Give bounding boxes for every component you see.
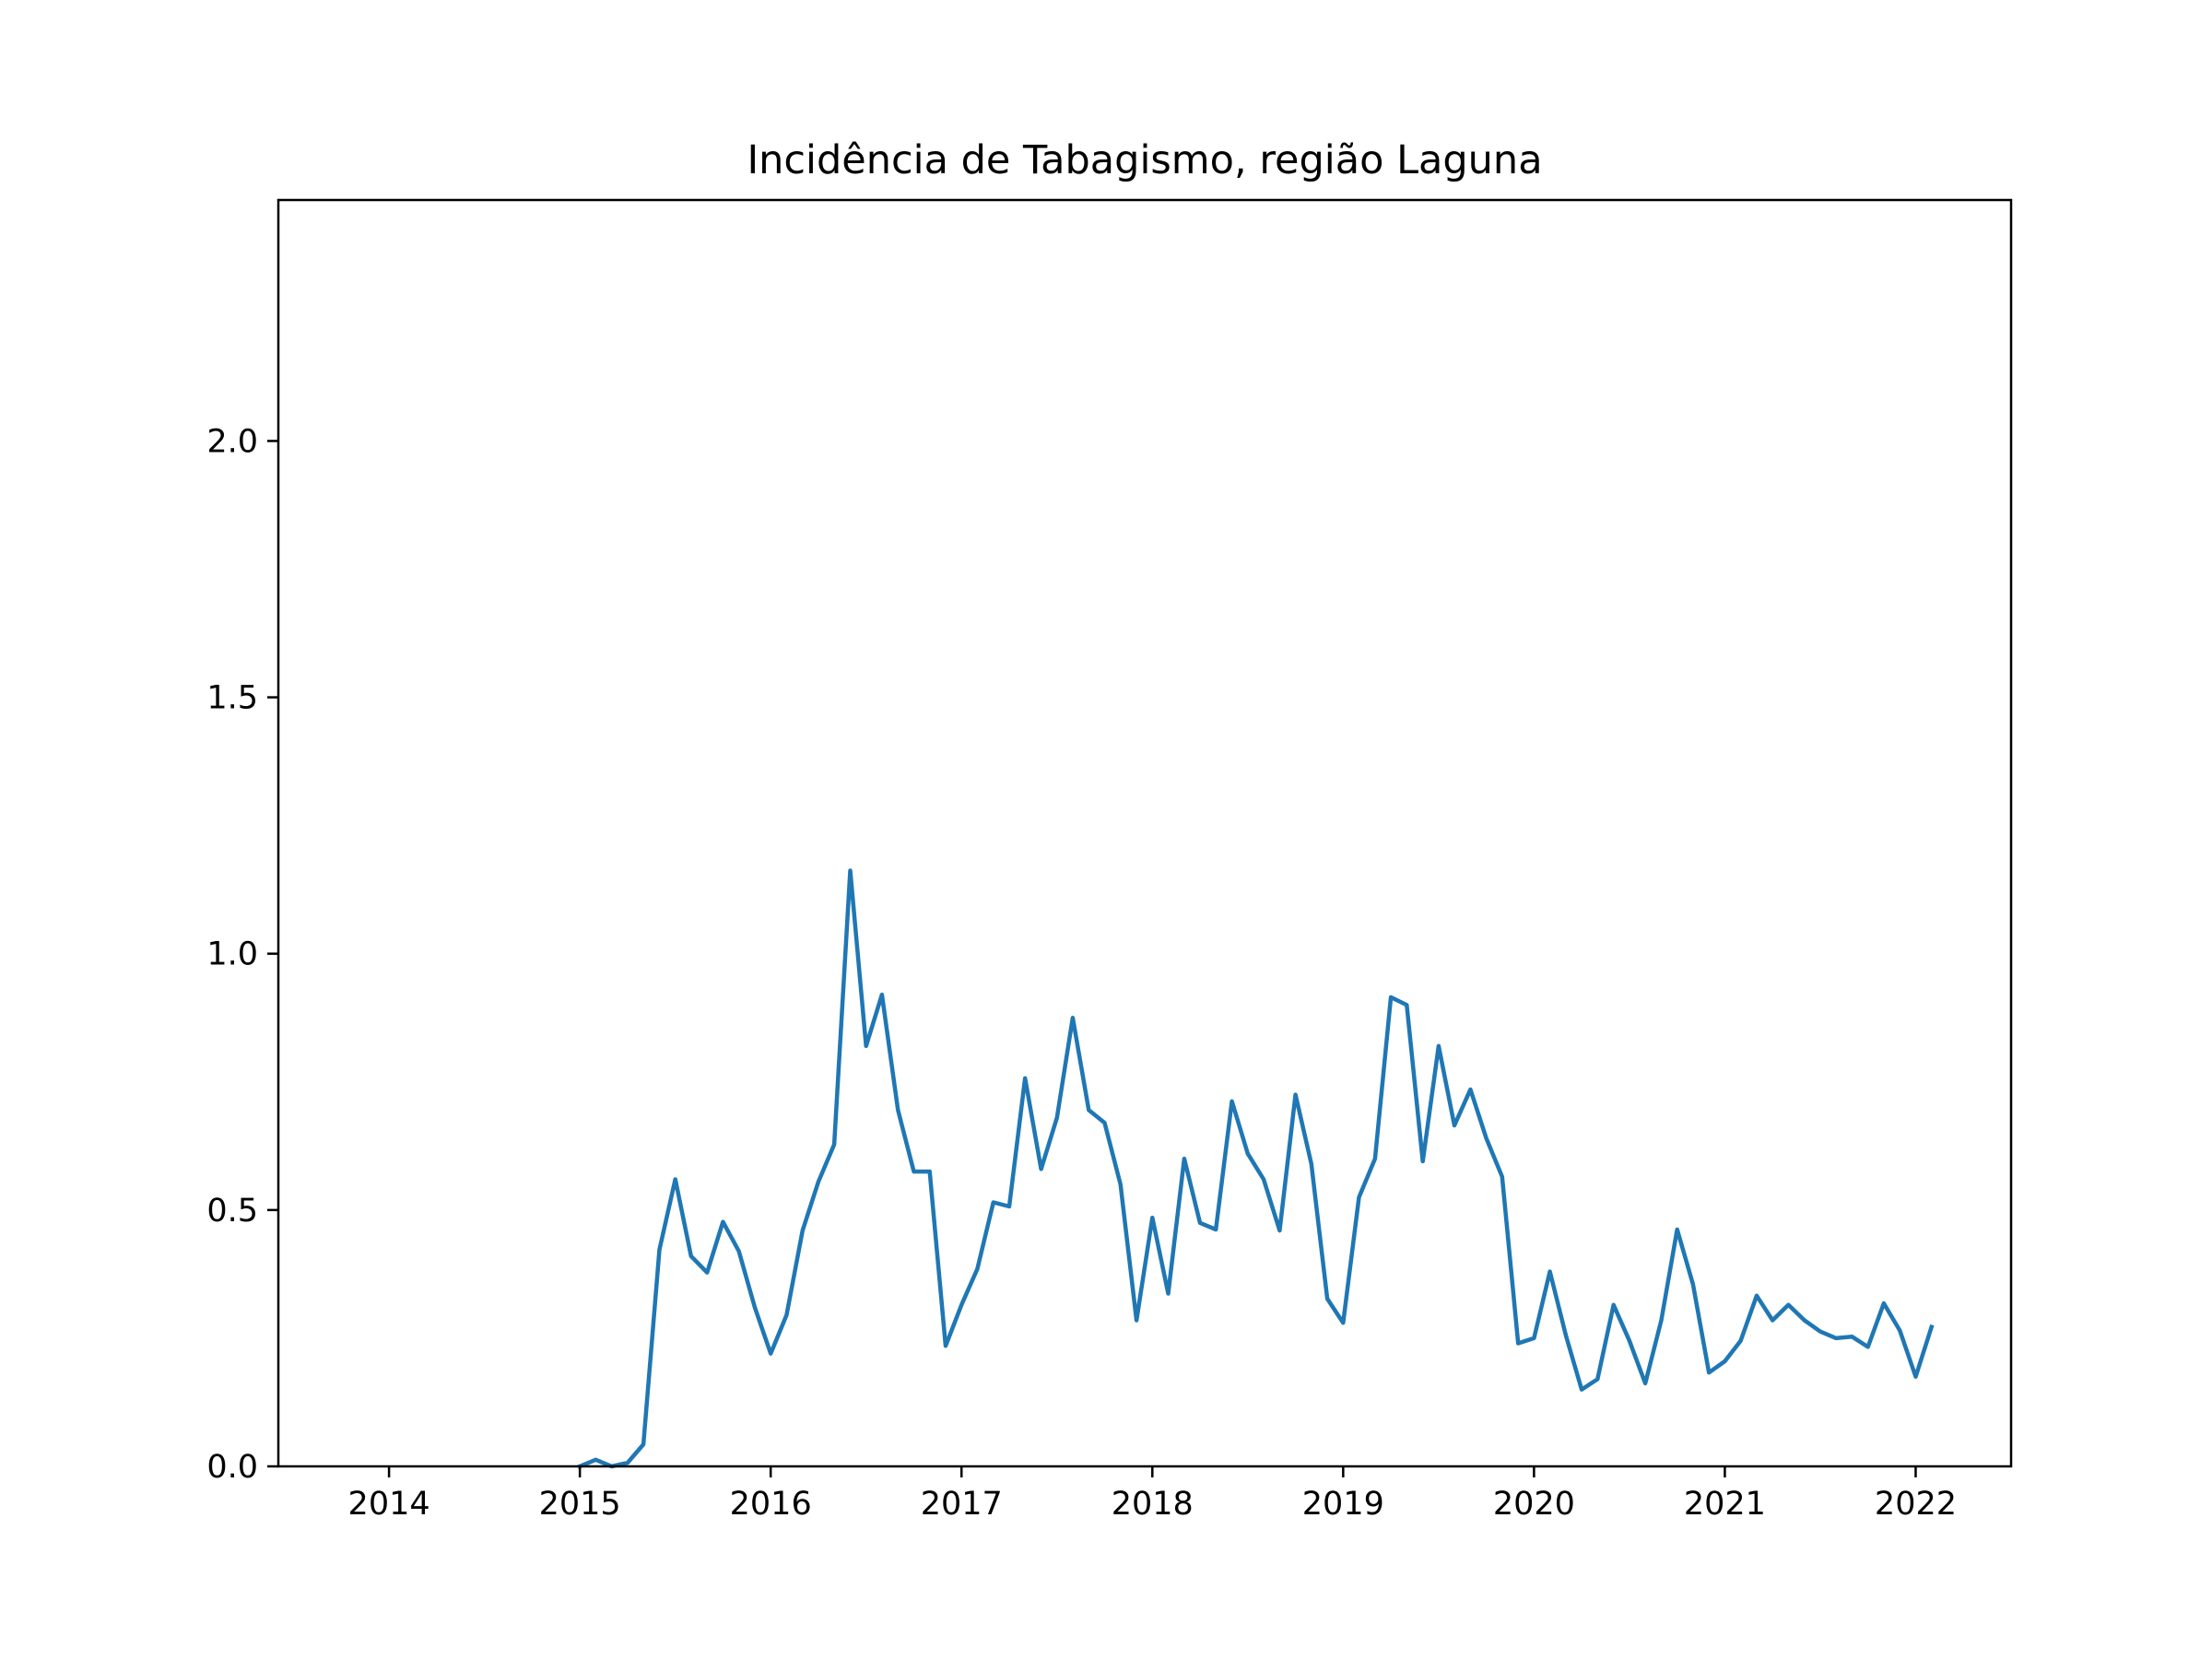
x-tick-label: 2020 (1493, 1486, 1575, 1523)
y-tick-label: 0.5 (206, 1193, 258, 1230)
x-tick-label: 2022 (1875, 1486, 1957, 1523)
y-tick-label: 1.5 (206, 680, 258, 717)
x-tick-label: 2021 (1684, 1486, 1766, 1523)
plot-area (577, 868, 1935, 1469)
x-axis: 2014 2015 2016 2017 2018 2019 2020 2021 2022 (348, 1466, 1957, 1523)
y-tick-label: 2.0 (206, 423, 258, 460)
y-tick-label: 1.0 (206, 936, 258, 973)
y-axis: 0.0 0.5 1.0 1.5 2.0 (206, 423, 278, 1486)
axes-frame (276, 198, 2013, 1468)
x-tick-label: 2019 (1302, 1486, 1384, 1523)
x-tick-label: 2017 (921, 1486, 1003, 1523)
y-tick-label: 0.0 (206, 1449, 258, 1486)
x-tick-label: 2018 (1112, 1486, 1194, 1523)
x-tick-label: 2014 (348, 1486, 430, 1523)
series-line (577, 868, 1935, 1469)
x-tick-label: 2016 (730, 1486, 812, 1523)
x-tick-label: 2015 (539, 1486, 621, 1523)
chart-title: Incidência de Tabagismo, região Laguna (747, 137, 1542, 183)
